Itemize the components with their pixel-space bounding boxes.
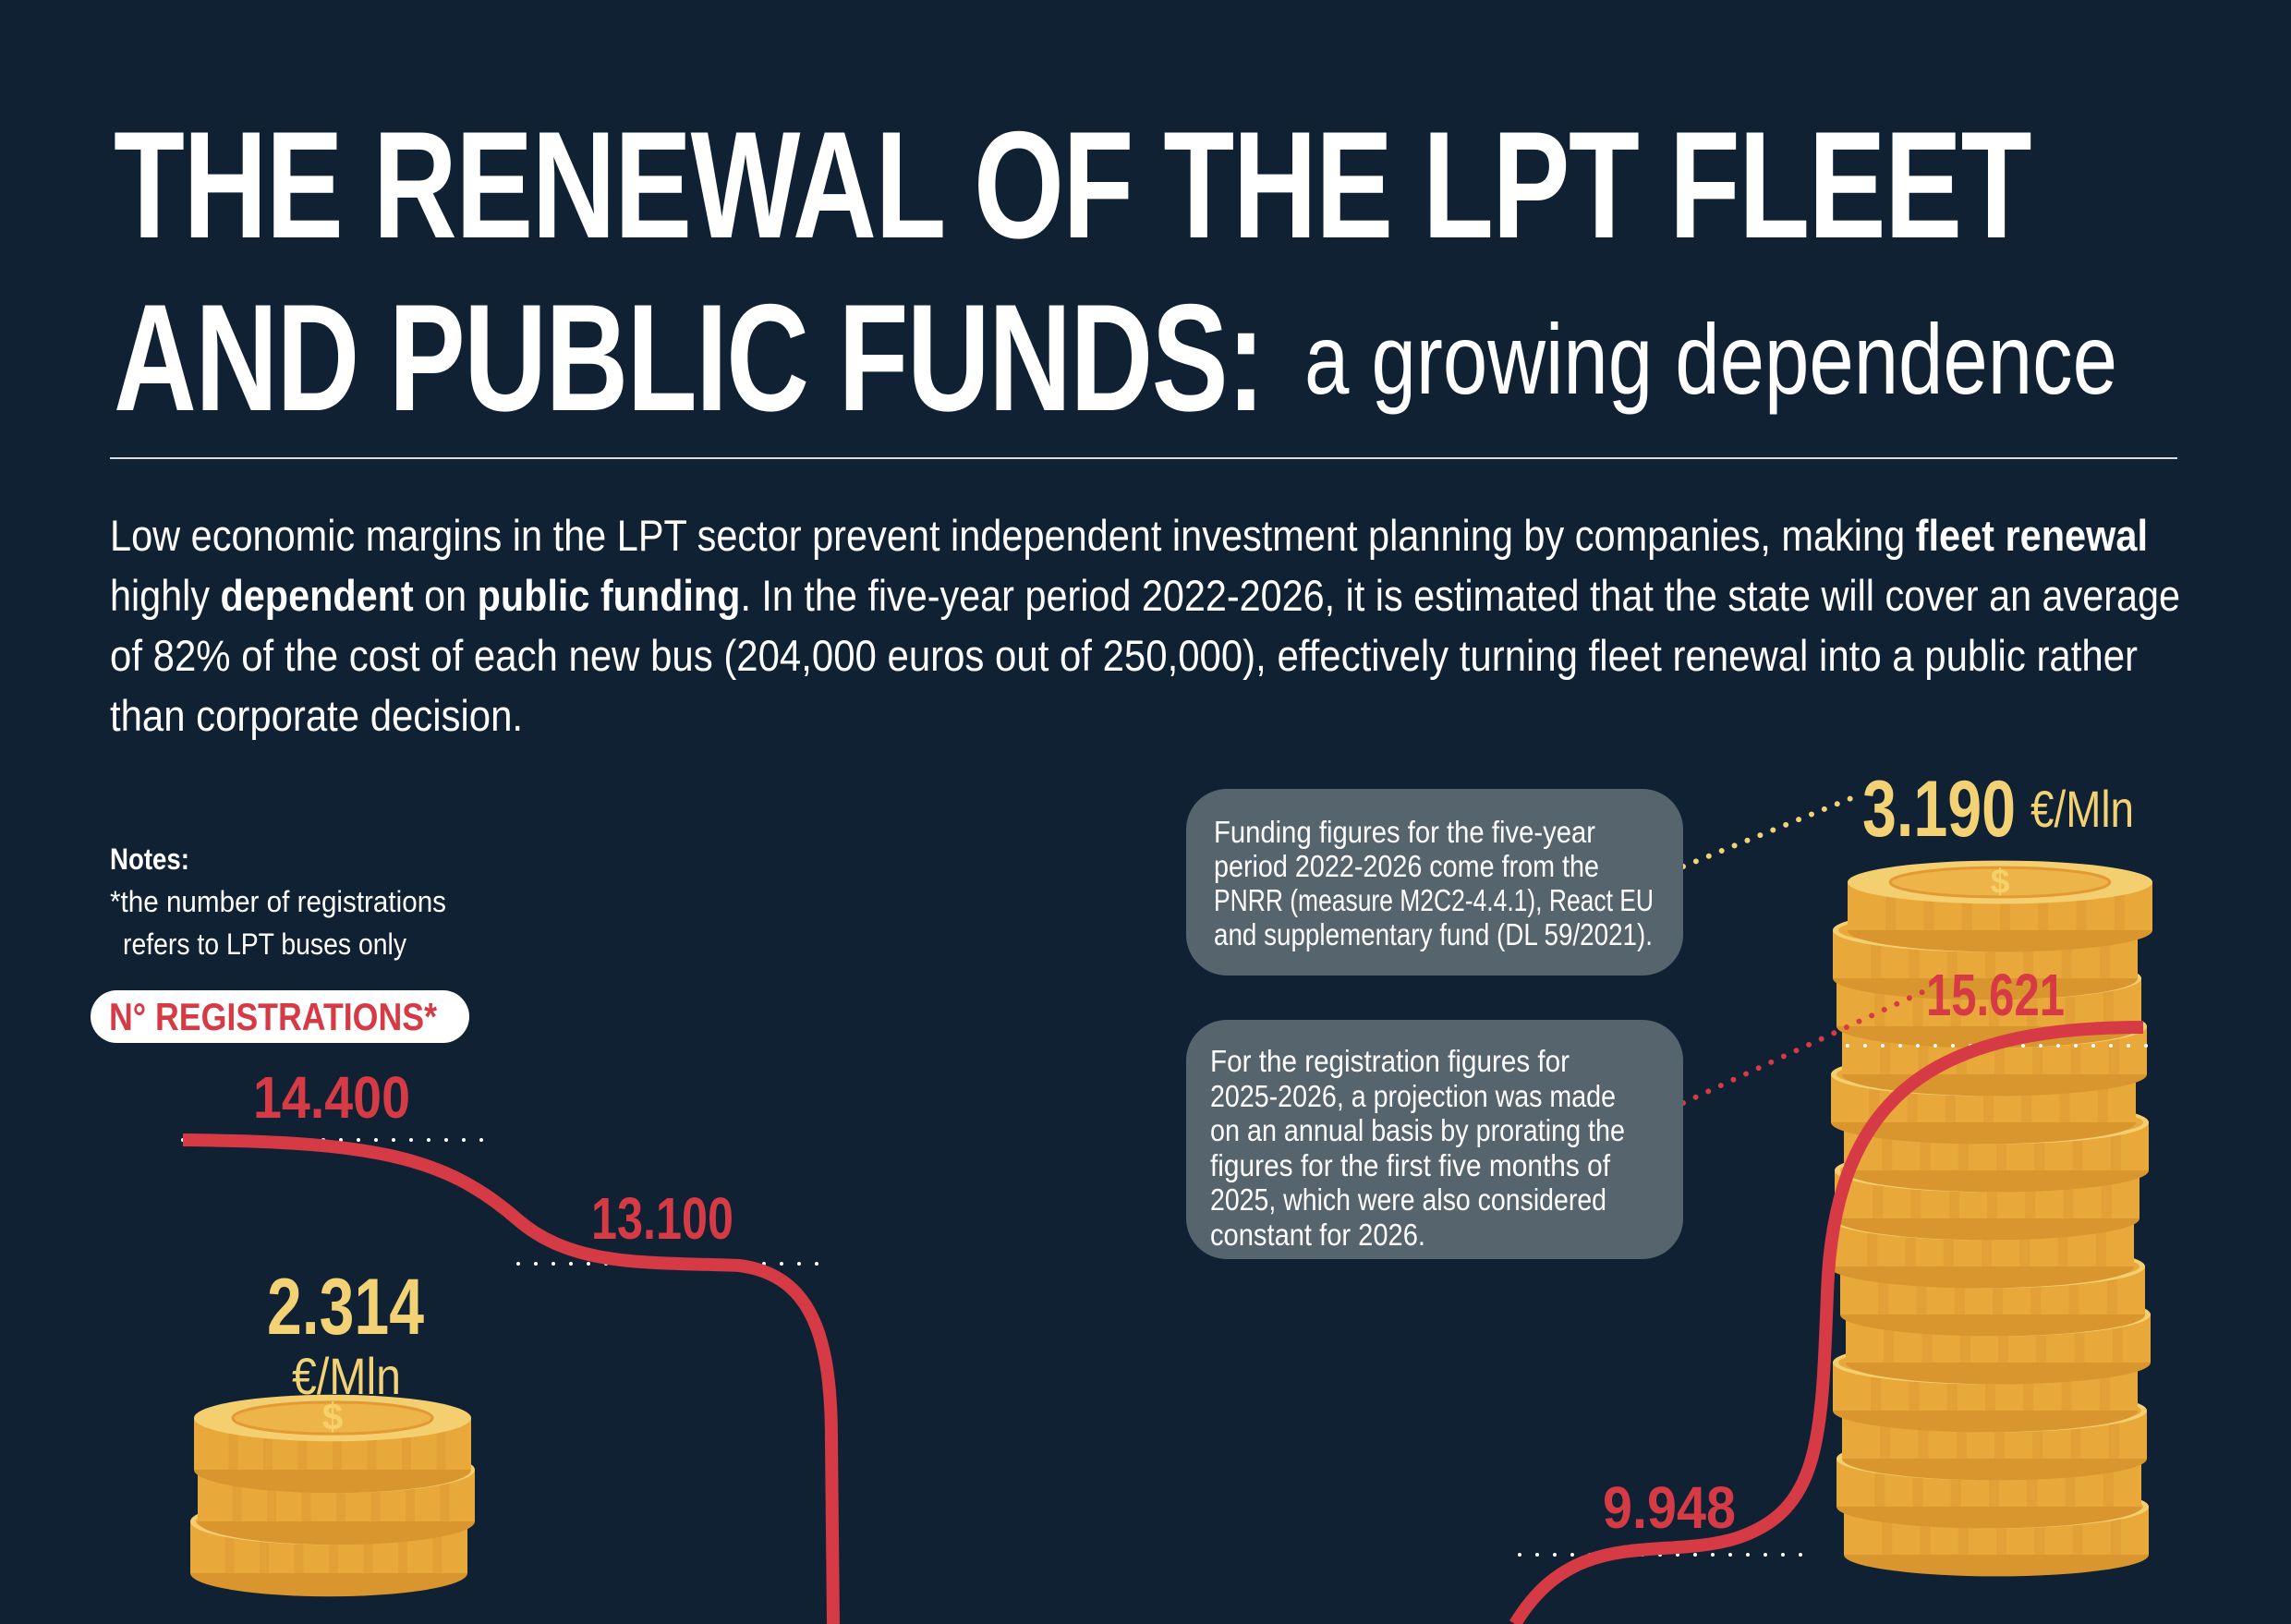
funding-unit-left: €/Mln: [292, 1347, 401, 1405]
intro-line-2: highly dependent on public funding. In t…: [110, 574, 2291, 617]
funding-unit-right: €/Mln: [2030, 780, 2134, 838]
data-label-14400: 14.400: [253, 1064, 410, 1131]
divider: [110, 457, 2177, 459]
notes-heading-wrap: Notes:: [110, 844, 202, 874]
note-line-wrap: 2025-2026, a projection was made: [1210, 1081, 1678, 1111]
intro-line-4: than corporate decision.: [110, 694, 574, 737]
registrations-label-pill: N° REGISTRATIONS*: [91, 990, 469, 1043]
intro-bold: public funding: [477, 571, 741, 620]
note-line: PNRR (measure M2C2-4.4.1), React EU: [1214, 883, 1654, 917]
data-label-9948: 9.948: [1603, 1474, 1736, 1541]
intro-bold: fleet renewal: [1915, 511, 2148, 560]
connector-projection-note: [1680, 988, 1929, 1106]
note-line: For the registration figures for: [1210, 1044, 1570, 1078]
page-subtitle: a growing dependence: [1304, 303, 2117, 415]
title-line-1: THE RENEWAL OF THE LPT FLEET: [114, 109, 2291, 261]
note-line-wrap: 2025, which were also considered: [1210, 1184, 1669, 1215]
dollar-icon: $: [1991, 862, 2010, 901]
note-line: constant for 2026.: [1210, 1217, 1425, 1252]
note-line: 2025, which were also considered: [1210, 1182, 1606, 1217]
dollar-icon: $: [322, 1396, 343, 1438]
subtitle-wrap: a growing dependence: [1304, 309, 2291, 409]
notes-line-1: *the number of registrations: [110, 885, 446, 918]
funding-label-2314: 2.314: [267, 1263, 424, 1351]
note-line: 2025-2026, a projection was made: [1210, 1078, 1616, 1113]
note-line-wrap: and supplementary fund (DL 59/2021).: [1214, 919, 1735, 950]
registrations-line-left: [182, 1133, 840, 1624]
intro-line-3: of 82% of the cost of each new bus (204,…: [110, 634, 2291, 677]
note-line: figures for the first five months of: [1210, 1147, 1610, 1182]
note-line-wrap: constant for 2026.: [1210, 1219, 1454, 1250]
note-line: and supplementary fund (DL 59/2021).: [1214, 917, 1653, 951]
intro-text: highly: [110, 571, 221, 620]
note-line-wrap: PNRR (measure M2C2-4.4.1), React EU: [1214, 885, 1763, 915]
page-title: THE RENEWAL OF THE LPT FLEET: [114, 100, 2032, 270]
note-line: period 2022-2026 come from the: [1214, 849, 1599, 883]
registrations-line-right: [1509, 1021, 2144, 1624]
note-line-wrap: figures for the first five months of: [1210, 1150, 1653, 1181]
note-line: on an annual basis by prorating the: [1210, 1113, 1625, 1147]
notes-heading: Notes:: [110, 842, 189, 876]
notes-line-2-wrap: refers to LPT buses only: [123, 929, 442, 959]
coin-stack-2314: $: [190, 1394, 475, 1597]
note-line-wrap: on an annual basis by prorating the: [1210, 1115, 1687, 1145]
data-label-15621: 15.621: [1926, 962, 2065, 1028]
funding-note-box: Funding figures for the five-year period …: [1186, 789, 1683, 976]
intro-bold: dependent: [220, 571, 414, 620]
intro-text: on: [413, 571, 478, 620]
intro-text: Low economic margins in the LPT sector p…: [110, 511, 1916, 560]
coin: $: [194, 1394, 471, 1494]
projection-note-box: For the registration figures for 2025-202…: [1186, 1020, 1683, 1259]
note-line-wrap: period 2022-2026 come from the: [1214, 851, 1656, 881]
note-line: Funding figures for the five-year: [1214, 815, 1595, 849]
registrations-label: N° REGISTRATIONS*: [109, 995, 437, 1038]
notes-line-1-wrap: *the number of registrations: [110, 887, 473, 916]
intro-line-1: Low economic margins in the LPT sector p…: [110, 514, 2291, 557]
coin-stack-3190: $: [1829, 860, 2152, 1577]
note-line-wrap: For the registration figures for: [1210, 1046, 1610, 1076]
intro-text: of 82% of the cost of each new bus (204,…: [110, 631, 2138, 680]
data-label-13100: 13.100: [591, 1185, 733, 1252]
funding-label-3190: 3.190: [1862, 765, 2016, 854]
title-line-2: AND PUBLIC FUNDS:: [114, 282, 1641, 434]
coin: $: [1848, 860, 2152, 952]
intro-text: . In the five-year period 2022-2026, it …: [740, 571, 2180, 620]
page-title-line2: AND PUBLIC FUNDS:: [114, 273, 1266, 442]
intro-text: than corporate decision.: [110, 691, 523, 740]
notes-line-2: refers to LPT buses only: [123, 927, 406, 961]
note-line-wrap: Funding figures for the five-year: [1214, 817, 1644, 847]
connector-funding-note: [1680, 794, 1859, 869]
